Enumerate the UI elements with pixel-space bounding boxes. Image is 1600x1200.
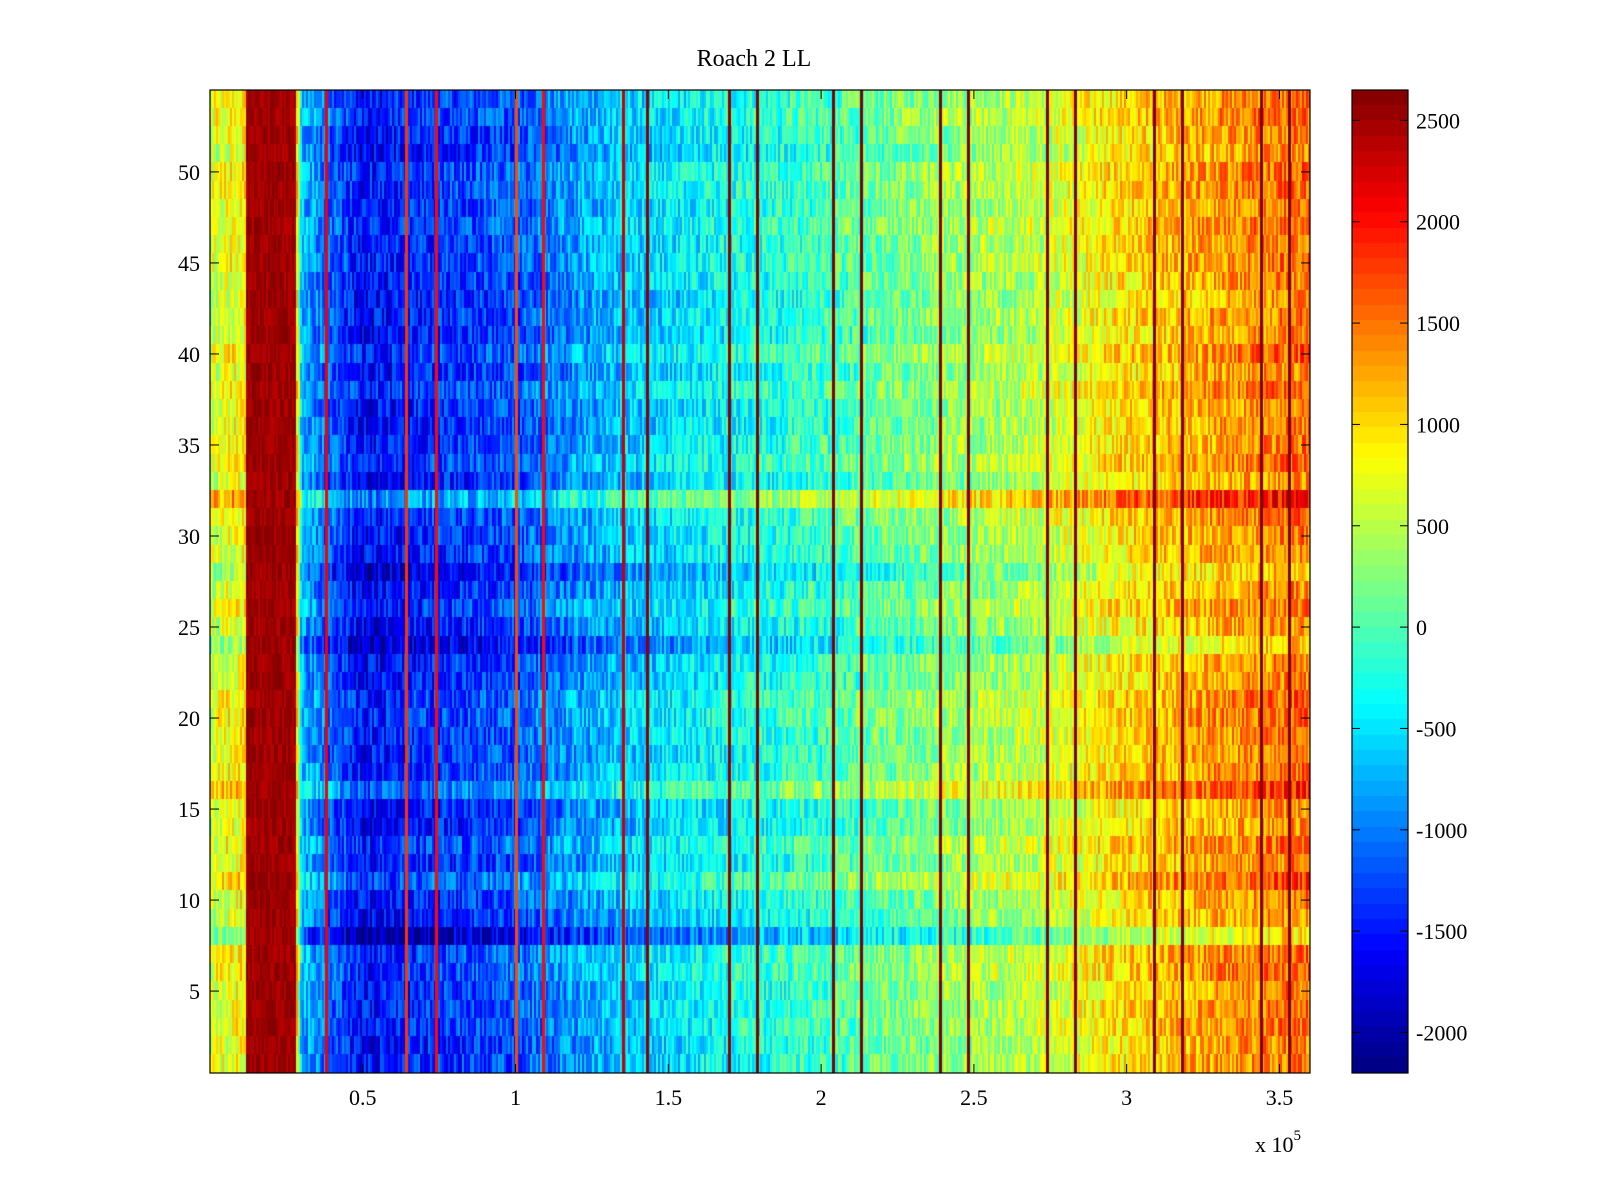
y-tick-label: 40 <box>178 342 200 367</box>
colorbar-ticks: -2000 -1500 -1000 -500 0 500 1000 1500 2000 2500 <box>1352 108 1467 1045</box>
x-tick-label: 2.5 <box>960 1085 988 1110</box>
plot-frame <box>209 89 1311 1074</box>
colorbar-gradient <box>1352 90 1408 1073</box>
colorbar-tick-label: -2000 <box>1416 1020 1467 1045</box>
y-tick-label: 10 <box>178 888 200 913</box>
x-tick-label: 1 <box>510 1085 521 1110</box>
colorbar-tick-label: 500 <box>1416 514 1449 539</box>
y-tick-label: 45 <box>178 251 200 276</box>
y-tick-label: 35 <box>178 433 200 458</box>
y-tick-label: 50 <box>178 160 200 185</box>
colorbar: -2000 -1500 -1000 -500 0 500 1000 1500 2000 2500 <box>1351 89 1467 1074</box>
heatmap-image <box>210 90 1310 1073</box>
y-tick-label: 5 <box>189 979 200 1004</box>
x-tick-label: 3.5 <box>1266 1085 1294 1110</box>
plot-area <box>209 89 1311 1074</box>
colorbar-tick-label: 1000 <box>1416 412 1460 437</box>
y-tick-label: 30 <box>178 524 200 549</box>
x-tick-label: 2 <box>816 1085 827 1110</box>
colorbar-tick-label: -1500 <box>1416 919 1467 944</box>
x-tick-label: 1.5 <box>655 1085 683 1110</box>
colorbar-frame <box>1351 89 1409 1074</box>
x-axis-multiplier-base: x 10 <box>1255 1132 1294 1157</box>
colorbar-tick-label: -1000 <box>1416 818 1467 843</box>
colorbar-tick-label: 2500 <box>1416 108 1460 133</box>
x-axis-multiplier-exponent: 5 <box>1294 1128 1302 1144</box>
x-tick-label: 0.5 <box>349 1085 377 1110</box>
x-tick-label: 3 <box>1121 1085 1132 1110</box>
y-axis: 5 10 15 20 25 30 35 40 45 50 <box>178 160 1310 1004</box>
x-axis: 0.5 1 1.5 2 2.5 3 3.5 <box>349 90 1293 1110</box>
y-tick-label: 25 <box>178 615 200 640</box>
y-tick-label: 15 <box>178 797 200 822</box>
colorbar-tick-label: -500 <box>1416 716 1456 741</box>
colorbar-tick-label: 2000 <box>1416 210 1460 235</box>
chart-title: Roach 2 LL <box>697 46 812 72</box>
x-axis-multiplier: x 105 <box>1255 1128 1301 1157</box>
colorbar-tick-label: 0 <box>1416 615 1427 640</box>
colorbar-tick-label: 1500 <box>1416 311 1460 336</box>
y-tick-label: 20 <box>178 706 200 731</box>
